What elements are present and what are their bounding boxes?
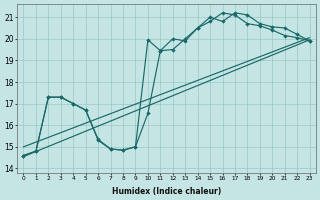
X-axis label: Humidex (Indice chaleur): Humidex (Indice chaleur) — [112, 187, 221, 196]
